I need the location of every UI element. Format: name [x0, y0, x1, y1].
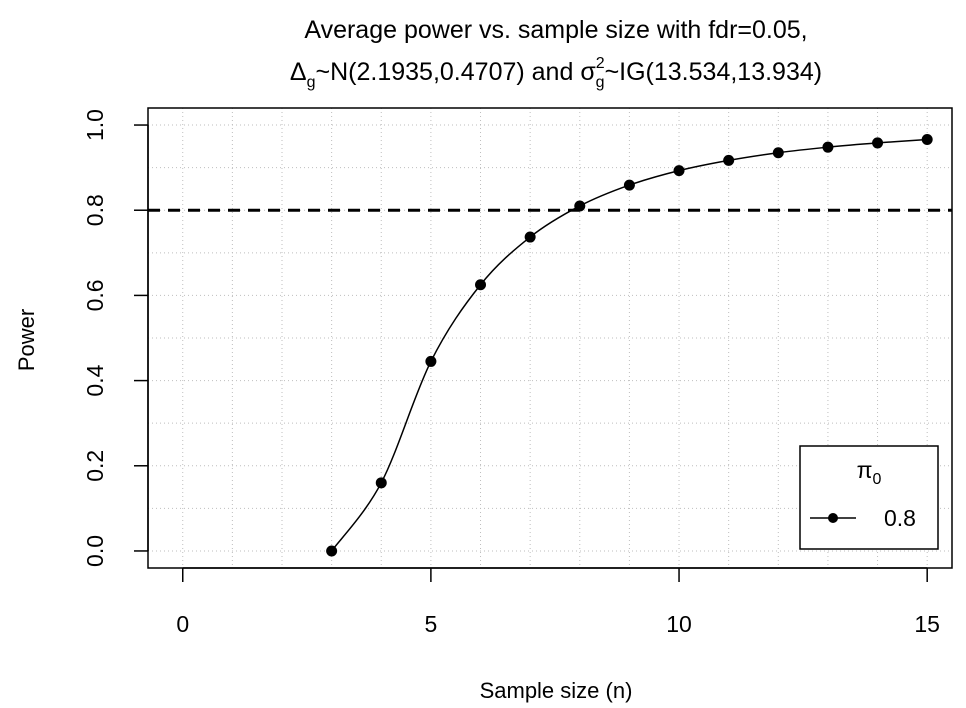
x-axis-label: Sample size (n): [480, 678, 633, 703]
legend-box: [799, 445, 939, 550]
y-tick-label: 0.8: [82, 194, 108, 226]
data-point: [723, 154, 735, 166]
title-delta-sub: g: [307, 74, 316, 91]
y-tick-label: 0.0: [82, 535, 108, 567]
x-tick-label: 0: [176, 611, 189, 637]
data-point: [623, 179, 635, 191]
data-point: [822, 141, 834, 153]
title-sigma-sub: g: [596, 74, 605, 91]
x-tick-label: 5: [424, 611, 437, 637]
x-axis: 0 5 10 15: [176, 567, 940, 637]
legend-title-symbol: π: [857, 457, 873, 483]
series-layer: [326, 134, 933, 557]
chart-title-line1: Average power vs. sample size with fdr=0…: [304, 16, 807, 44]
x-tick-label: 10: [666, 611, 692, 637]
legend: π0 0.8: [799, 445, 939, 550]
y-axis: 0.0 0.2 0.4 0.6 0.8 1.0: [82, 109, 149, 567]
x-tick-label: 15: [914, 611, 940, 637]
data-point: [872, 137, 884, 149]
data-point: [425, 355, 437, 367]
title-sigma-symbol: σ: [580, 58, 596, 86]
y-tick-label: 1.0: [82, 109, 108, 141]
data-point: [574, 200, 586, 212]
data-point: [375, 477, 387, 489]
title-part2: ~IG(13.534,13.934): [605, 58, 823, 86]
legend-entry-label: 0.8: [884, 505, 916, 531]
data-point: [772, 147, 784, 159]
chart-title-line2: Δg~N(2.1935,0.4707) and σ2 g~IG(13.534,13…: [290, 55, 822, 91]
data-point: [524, 231, 536, 243]
legend-title: π0: [857, 457, 882, 488]
title-delta-symbol: Δ: [290, 58, 307, 86]
data-point: [475, 279, 487, 291]
title-sigma-sup: 2: [596, 55, 605, 72]
legend-marker: [828, 513, 838, 523]
y-tick-label: 0.6: [82, 279, 108, 311]
data-point: [673, 165, 685, 177]
y-axis-label: Power: [14, 309, 39, 371]
legend-title-sub: 0: [872, 471, 881, 488]
title-part1: ~N(2.1935,0.4707) and: [316, 58, 581, 86]
data-point: [921, 134, 933, 146]
y-tick-label: 0.4: [82, 364, 108, 396]
y-tick-label: 0.2: [82, 450, 108, 482]
data-point: [326, 545, 338, 557]
